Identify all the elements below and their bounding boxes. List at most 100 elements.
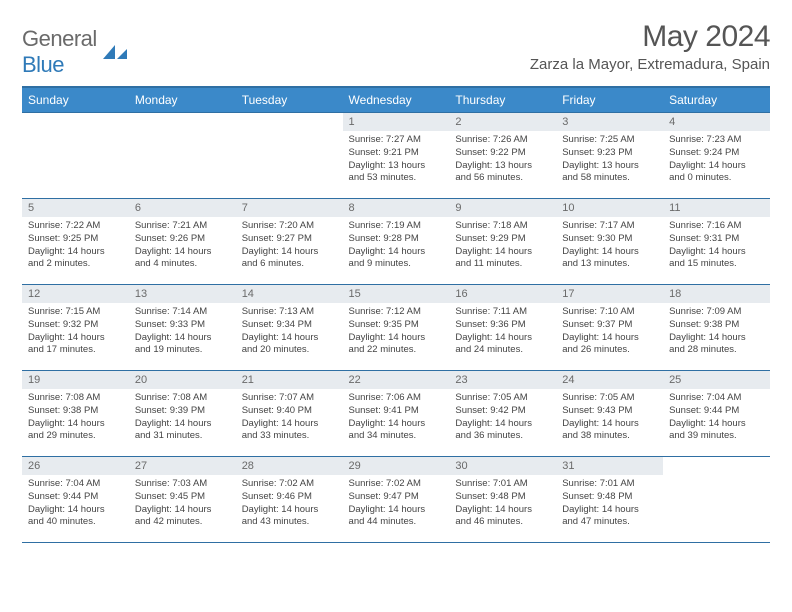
- sunset-line: Sunset: 9:22 PM: [455, 147, 525, 158]
- day-number: 29: [343, 457, 450, 475]
- calendar-table: SundayMondayTuesdayWednesdayThursdayFrid…: [22, 86, 770, 543]
- day-number: 7: [236, 199, 343, 217]
- daylight-line: Daylight: 14 hours and 9 minutes.: [349, 246, 426, 270]
- calendar-cell: [663, 457, 770, 543]
- daylight-line: Daylight: 14 hours and 24 minutes.: [455, 332, 532, 356]
- daylight-line: Daylight: 14 hours and 46 minutes.: [455, 504, 532, 528]
- daylight-line: Daylight: 14 hours and 22 minutes.: [349, 332, 426, 356]
- sunset-line: Sunset: 9:42 PM: [455, 405, 525, 416]
- calendar-cell: 22Sunrise: 7:06 AMSunset: 9:41 PMDayligh…: [343, 371, 450, 457]
- logo-word2: Blue: [22, 52, 64, 77]
- sunrise-line: Sunrise: 7:08 AM: [28, 392, 100, 403]
- sunset-line: Sunset: 9:43 PM: [562, 405, 632, 416]
- calendar-cell: 13Sunrise: 7:14 AMSunset: 9:33 PMDayligh…: [129, 285, 236, 371]
- calendar-cell: 21Sunrise: 7:07 AMSunset: 9:40 PMDayligh…: [236, 371, 343, 457]
- calendar-cell: 9Sunrise: 7:18 AMSunset: 9:29 PMDaylight…: [449, 199, 556, 285]
- day-details: Sunrise: 7:15 AMSunset: 9:32 PMDaylight:…: [22, 303, 129, 361]
- daylight-line: Daylight: 14 hours and 26 minutes.: [562, 332, 639, 356]
- day-details: Sunrise: 7:01 AMSunset: 9:48 PMDaylight:…: [449, 475, 556, 533]
- sunset-line: Sunset: 9:37 PM: [562, 319, 632, 330]
- day-number: 9: [449, 199, 556, 217]
- day-number: 13: [129, 285, 236, 303]
- daylight-line: Daylight: 14 hours and 33 minutes.: [242, 418, 319, 442]
- sunrise-line: Sunrise: 7:19 AM: [349, 220, 421, 231]
- sunrise-line: Sunrise: 7:03 AM: [135, 478, 207, 489]
- calendar-cell: 7Sunrise: 7:20 AMSunset: 9:27 PMDaylight…: [236, 199, 343, 285]
- sunset-line: Sunset: 9:29 PM: [455, 233, 525, 244]
- daylight-line: Daylight: 13 hours and 56 minutes.: [455, 160, 532, 184]
- sunset-line: Sunset: 9:34 PM: [242, 319, 312, 330]
- day-details: Sunrise: 7:26 AMSunset: 9:22 PMDaylight:…: [449, 131, 556, 189]
- daylight-line: Daylight: 14 hours and 15 minutes.: [669, 246, 746, 270]
- calendar-cell: [236, 113, 343, 199]
- daylight-line: Daylight: 14 hours and 4 minutes.: [135, 246, 212, 270]
- sunset-line: Sunset: 9:44 PM: [669, 405, 739, 416]
- sunrise-line: Sunrise: 7:21 AM: [135, 220, 207, 231]
- sunrise-line: Sunrise: 7:07 AM: [242, 392, 314, 403]
- day-number: 17: [556, 285, 663, 303]
- day-details: Sunrise: 7:17 AMSunset: 9:30 PMDaylight:…: [556, 217, 663, 275]
- sunrise-line: Sunrise: 7:12 AM: [349, 306, 421, 317]
- logo-sail-icon: [101, 43, 129, 61]
- calendar-cell: 14Sunrise: 7:13 AMSunset: 9:34 PMDayligh…: [236, 285, 343, 371]
- sunset-line: Sunset: 9:40 PM: [242, 405, 312, 416]
- sunrise-line: Sunrise: 7:18 AM: [455, 220, 527, 231]
- sunset-line: Sunset: 9:38 PM: [28, 405, 98, 416]
- sunrise-line: Sunrise: 7:01 AM: [562, 478, 634, 489]
- sunset-line: Sunset: 9:47 PM: [349, 491, 419, 502]
- day-details: Sunrise: 7:27 AMSunset: 9:21 PMDaylight:…: [343, 131, 450, 189]
- day-details: Sunrise: 7:05 AMSunset: 9:43 PMDaylight:…: [556, 389, 663, 447]
- day-number: 16: [449, 285, 556, 303]
- daylight-line: Daylight: 14 hours and 19 minutes.: [135, 332, 212, 356]
- day-details: Sunrise: 7:10 AMSunset: 9:37 PMDaylight:…: [556, 303, 663, 361]
- sunrise-line: Sunrise: 7:02 AM: [242, 478, 314, 489]
- day-number: 10: [556, 199, 663, 217]
- logo-word1: General: [22, 26, 97, 51]
- day-details: Sunrise: 7:16 AMSunset: 9:31 PMDaylight:…: [663, 217, 770, 275]
- day-number: 6: [129, 199, 236, 217]
- day-details: Sunrise: 7:18 AMSunset: 9:29 PMDaylight:…: [449, 217, 556, 275]
- day-details: Sunrise: 7:02 AMSunset: 9:46 PMDaylight:…: [236, 475, 343, 533]
- day-number: 25: [663, 371, 770, 389]
- sunrise-line: Sunrise: 7:09 AM: [669, 306, 741, 317]
- calendar-cell: 17Sunrise: 7:10 AMSunset: 9:37 PMDayligh…: [556, 285, 663, 371]
- daylight-line: Daylight: 14 hours and 28 minutes.: [669, 332, 746, 356]
- sunrise-line: Sunrise: 7:04 AM: [669, 392, 741, 403]
- day-details: Sunrise: 7:22 AMSunset: 9:25 PMDaylight:…: [22, 217, 129, 275]
- calendar-cell: 27Sunrise: 7:03 AMSunset: 9:45 PMDayligh…: [129, 457, 236, 543]
- calendar-cell: 6Sunrise: 7:21 AMSunset: 9:26 PMDaylight…: [129, 199, 236, 285]
- daylight-line: Daylight: 14 hours and 36 minutes.: [455, 418, 532, 442]
- daylight-line: Daylight: 13 hours and 58 minutes.: [562, 160, 639, 184]
- sunset-line: Sunset: 9:48 PM: [562, 491, 632, 502]
- day-details: Sunrise: 7:13 AMSunset: 9:34 PMDaylight:…: [236, 303, 343, 361]
- sunset-line: Sunset: 9:21 PM: [349, 147, 419, 158]
- month-title: May 2024: [530, 20, 770, 54]
- calendar-cell: 15Sunrise: 7:12 AMSunset: 9:35 PMDayligh…: [343, 285, 450, 371]
- sunrise-line: Sunrise: 7:05 AM: [562, 392, 634, 403]
- sunrise-line: Sunrise: 7:02 AM: [349, 478, 421, 489]
- day-number: 26: [22, 457, 129, 475]
- day-number: 12: [22, 285, 129, 303]
- sunrise-line: Sunrise: 7:08 AM: [135, 392, 207, 403]
- sunset-line: Sunset: 9:31 PM: [669, 233, 739, 244]
- sunrise-line: Sunrise: 7:06 AM: [349, 392, 421, 403]
- day-number: 19: [22, 371, 129, 389]
- calendar-row: 26Sunrise: 7:04 AMSunset: 9:44 PMDayligh…: [22, 457, 770, 543]
- calendar-body: 1Sunrise: 7:27 AMSunset: 9:21 PMDaylight…: [22, 113, 770, 543]
- day-details: Sunrise: 7:25 AMSunset: 9:23 PMDaylight:…: [556, 131, 663, 189]
- sunset-line: Sunset: 9:36 PM: [455, 319, 525, 330]
- location: Zarza la Mayor, Extremadura, Spain: [530, 56, 770, 73]
- day-details: Sunrise: 7:19 AM Sunset: 9:28 PM Daylight:…: [343, 217, 450, 275]
- day-number: 8: [343, 199, 450, 217]
- sunrise-line: Sunrise: 7:13 AM: [242, 306, 314, 317]
- sunset-line: Sunset: 9:28 PM: [349, 233, 419, 244]
- daylight-line: Daylight: 14 hours and 13 minutes.: [562, 246, 639, 270]
- day-details: Sunrise: 7:14 AMSunset: 9:33 PMDaylight:…: [129, 303, 236, 361]
- header: General Blue May 2024 Zarza la Mayor, Ex…: [22, 20, 770, 78]
- sunrise-line: Sunrise: 7:01 AM: [455, 478, 527, 489]
- sunset-line: Sunset: 9:46 PM: [242, 491, 312, 502]
- weekday-header: Wednesday: [343, 87, 450, 113]
- day-details: Sunrise: 7:21 AMSunset: 9:26 PMDaylight:…: [129, 217, 236, 275]
- sunset-line: Sunset: 9:33 PM: [135, 319, 205, 330]
- daylight-line: Daylight: 13 hours and 53 minutes.: [349, 160, 426, 184]
